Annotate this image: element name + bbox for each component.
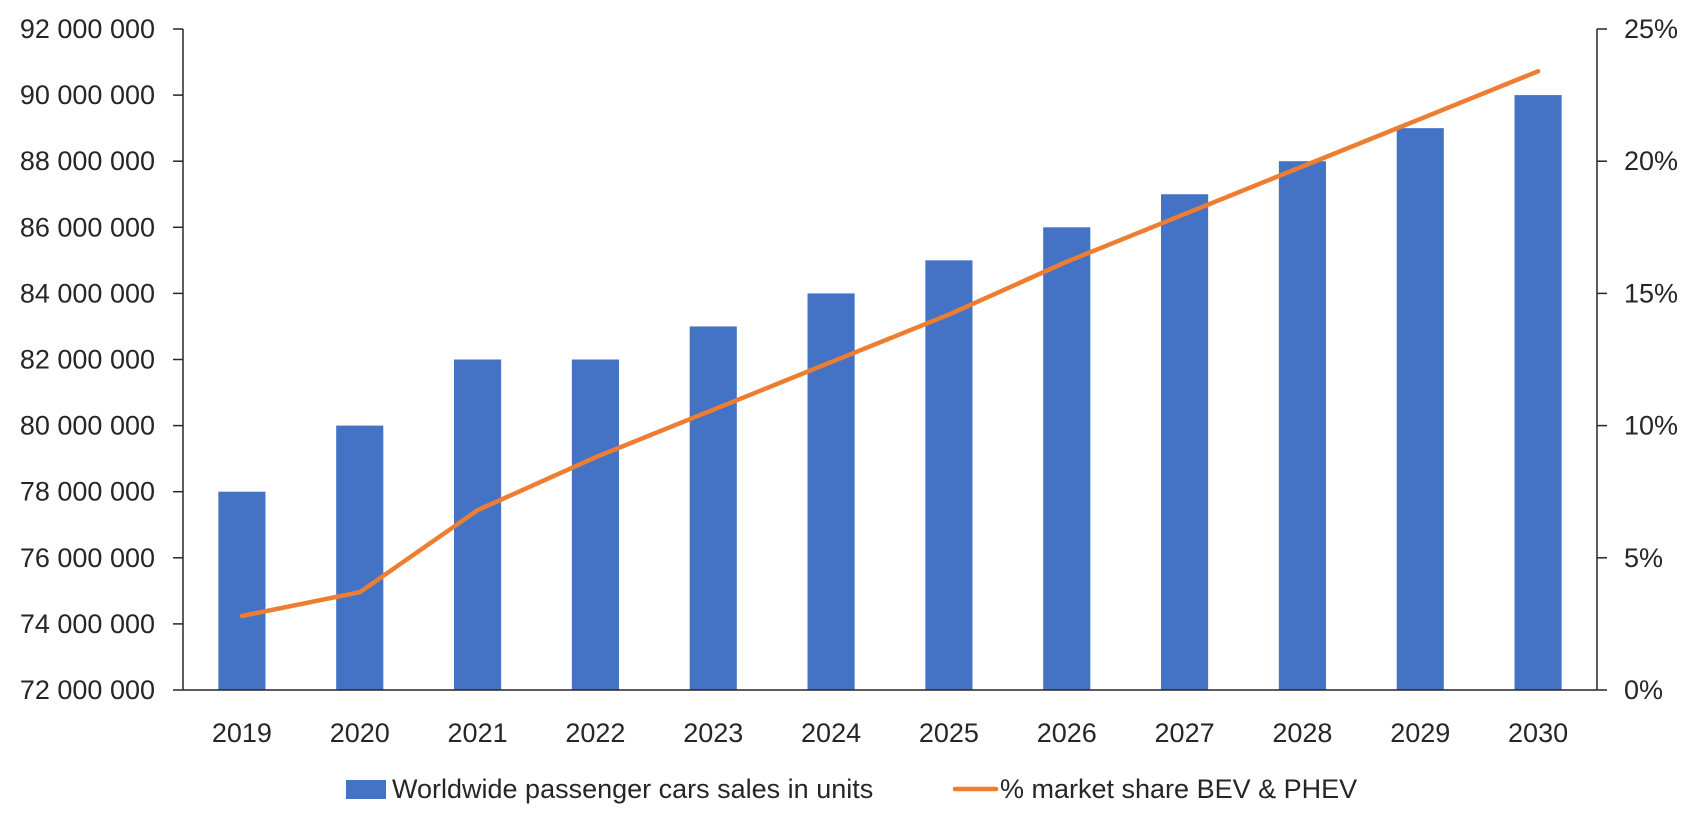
- bar-sales-2026: [1043, 227, 1091, 691]
- bar-sales-2027: [1161, 194, 1209, 690]
- bar-sales-2028: [1278, 161, 1326, 690]
- left-axis-tick-label: 78 000 000: [20, 477, 155, 507]
- bar-sales-2020: [336, 425, 384, 690]
- bar-sales-2030: [1514, 95, 1562, 691]
- right-y-axis: 0% 5% 10% 15% 20% 25%: [1596, 14, 1678, 705]
- x-axis-tick-label: 2021: [448, 718, 508, 748]
- legend-label-sales: Worldwide passenger cars sales in units: [392, 774, 873, 804]
- left-axis-tick-label: 92 000 000: [20, 14, 155, 44]
- left-axis-tick-label: 82 000 000: [20, 345, 155, 375]
- legend-swatch-sales: [346, 780, 386, 799]
- left-axis-tick-label: 90 000 000: [20, 80, 155, 110]
- x-axis-tick-label: 2028: [1272, 718, 1332, 748]
- left-axis-tick-label: 76 000 000: [20, 543, 155, 573]
- left-axis-tick-label: 74 000 000: [20, 609, 155, 639]
- left-axis-tick-label: 80 000 000: [20, 411, 155, 441]
- bar-sales-2019: [218, 491, 266, 690]
- bar-sales-2025: [925, 260, 973, 690]
- right-axis-tick-label: 25%: [1624, 14, 1678, 44]
- right-axis-tick-label: 20%: [1624, 146, 1678, 176]
- x-axis-tick-label: 2030: [1508, 718, 1568, 748]
- x-axis-tick-label: 2025: [919, 718, 979, 748]
- left-axis-tick-label: 86 000 000: [20, 212, 155, 242]
- x-axis-tick-label: 2027: [1155, 718, 1215, 748]
- bar-sales-2022: [571, 359, 619, 690]
- right-axis-tick-label: 15%: [1624, 278, 1678, 308]
- bar-sales-2021: [454, 359, 502, 690]
- legend-label-market-share: % market share BEV & PHEV: [1000, 774, 1357, 804]
- line-series-market-share: [239, 69, 1541, 619]
- left-axis-tick-label: 72 000 000: [20, 675, 155, 705]
- x-axis: 2019 2020 2021 2022 2023 2024 2025 2026 2027 2028…: [183, 689, 1597, 748]
- right-axis-tick-label: 10%: [1624, 411, 1678, 441]
- x-axis-tick-label: 2029: [1390, 718, 1450, 748]
- right-axis-tick-label: 0%: [1624, 675, 1663, 705]
- x-axis-tick-label: 2026: [1037, 718, 1097, 748]
- x-axis-tick-label: 2019: [212, 718, 272, 748]
- left-axis-tick-label: 88 000 000: [20, 146, 155, 176]
- bar-series-sales: [218, 95, 1562, 691]
- bar-sales-2023: [689, 326, 737, 690]
- legend: Worldwide passenger cars sales in units …: [346, 774, 1357, 804]
- left-y-axis: 72 000 000 74 000 000 76 000 000 78 000 000…: [20, 14, 184, 705]
- x-axis-tick-label: 2022: [565, 718, 625, 748]
- x-axis-tick-label: 2024: [801, 718, 861, 748]
- x-axis-tick-label: 2020: [330, 718, 390, 748]
- market-share-line: [239, 69, 1541, 619]
- right-axis-tick-label: 5%: [1624, 543, 1663, 573]
- x-axis-tick-label: 2023: [683, 718, 743, 748]
- bar-sales-2024: [807, 293, 855, 690]
- bar-sales-2029: [1396, 128, 1444, 690]
- left-axis-tick-label: 84 000 000: [20, 278, 155, 308]
